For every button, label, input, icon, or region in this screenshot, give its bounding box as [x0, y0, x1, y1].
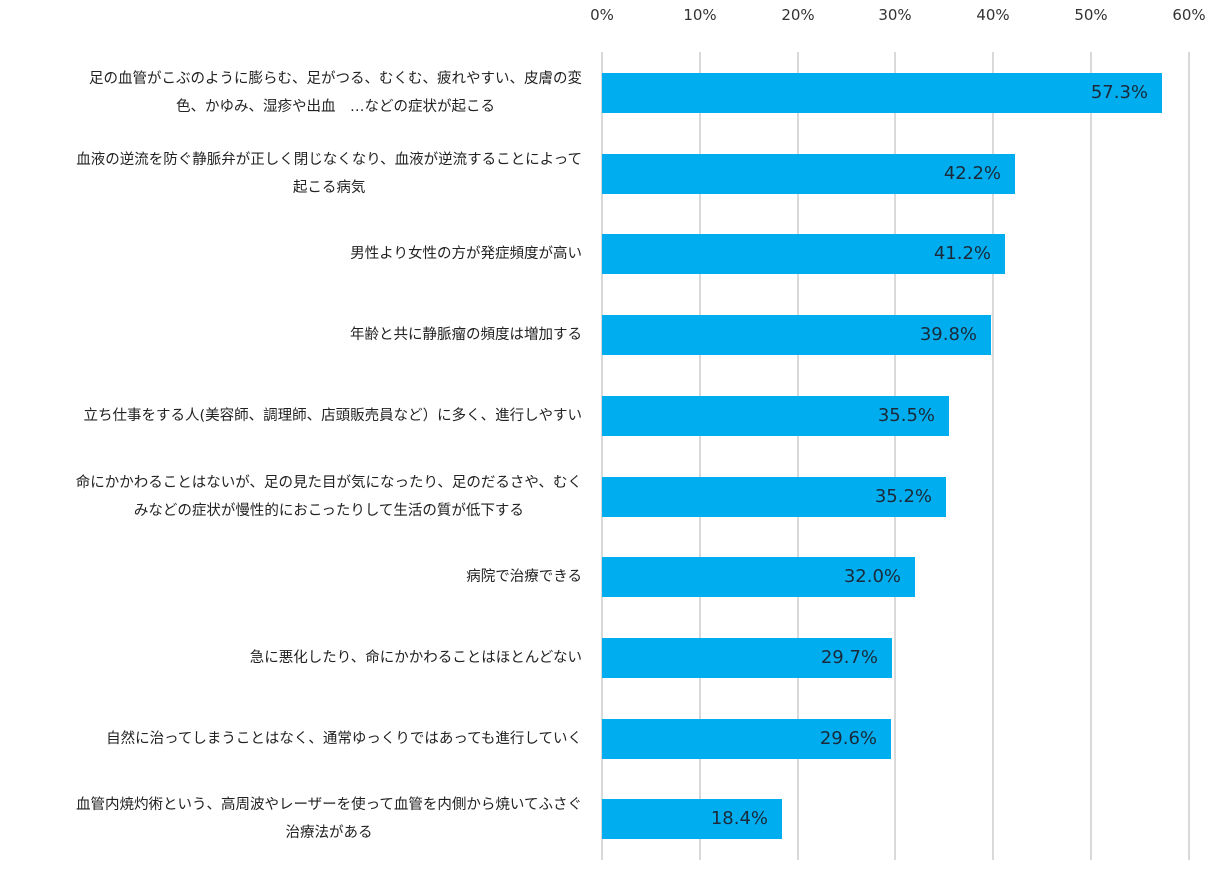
bar-value-label: 57.3% — [1090, 82, 1148, 103]
category-label-line: 病院で治療できる — [466, 569, 582, 586]
bar-value-label: 18.4% — [710, 808, 768, 830]
category-label: 急に悪化したり、命にかかわることはほとんどない — [2, 618, 582, 698]
category-label: 年齢と共に静脈瘤の頻度は増加する — [2, 295, 582, 375]
bar-row: 命にかかわることはないが、足の見た目が気になったり、足のだるさや、むく みなどの… — [0, 457, 1222, 537]
bar: 57.3% — [602, 73, 1162, 113]
category-label-line: 男性より女性の方が発症頻度が高い — [350, 246, 582, 263]
gridline — [699, 52, 701, 860]
gridline — [1188, 52, 1190, 860]
x-tick-label: 50% — [1074, 6, 1108, 24]
bar: 29.6% — [602, 718, 891, 759]
bar-row: 自然に治ってしまうことはなく、通常ゆっくりではあっても進行していく 29.6% — [0, 699, 1222, 779]
bar: 35.2% — [602, 476, 946, 517]
bar: 18.4% — [602, 799, 782, 840]
bar-value-label: 32.0% — [843, 566, 901, 588]
gridline — [601, 52, 603, 860]
bar-value-label: 42.2% — [943, 162, 1001, 184]
bar-row: 急に悪化したり、命にかかわることはほとんどない 29.7% — [0, 618, 1222, 698]
category-label: 命にかかわることはないが、足の見た目が気になったり、足のだるさや、むく みなどの… — [2, 457, 582, 537]
category-label-line: 色、かゆみ、湿疹や出血 …などの症状が起こる — [176, 99, 495, 115]
bar: 29.7% — [602, 637, 892, 678]
category-label-line: 起こる病気 — [292, 179, 366, 196]
bar-value-label: 35.2% — [874, 485, 932, 507]
x-tick-label: 20% — [781, 6, 815, 24]
category-label-line: 年齢と共に静脈瘤の頻度は増加する — [350, 327, 582, 344]
x-tick-label: 60% — [1172, 6, 1206, 24]
category-label-line: 立ち仕事をする人(美容師、調理師、店頭販売員など）に多く、進行しやすい — [83, 407, 582, 424]
bar: 35.5% — [602, 395, 949, 436]
category-label-line: 命にかかわることはないが、足の見た目が気になったり、足のだるさや、むく — [75, 474, 582, 491]
bar-value-label: 29.7% — [820, 646, 878, 668]
x-tick-label: 40% — [976, 6, 1010, 24]
category-label-line: 急に悪化したり、命にかかわることはほとんどない — [249, 649, 582, 666]
bar: 42.2% — [602, 153, 1015, 194]
x-tick-label: 30% — [878, 6, 912, 24]
gridline — [797, 52, 799, 860]
category-label-line: 自然に治ってしまうことはなく、通常ゆっくりではあっても進行していく — [106, 730, 582, 747]
bar-row: 男性より女性の方が発症頻度が高い 41.2% — [0, 214, 1222, 294]
category-label: 血管内焼灼術という、高周波やレーザーを使って血管を内側から焼いてふさぐ 治療法が… — [2, 779, 582, 859]
bar-row: 年齢と共に静脈瘤の頻度は増加する 39.8% — [0, 295, 1222, 375]
bar-row: 足の血管がこぶのように膨らむ、足がつる、むくむ、疲れやすい、皮膚の変 色、かゆみ… — [0, 53, 1222, 133]
category-label-line: 血液の逆流を防ぐ静脈弁が正しく閉じなくなり、血液が逆流することによって — [76, 151, 582, 168]
bar-row: 立ち仕事をする人(美容師、調理師、店頭販売員など）に多く、進行しやすい 35.5… — [0, 376, 1222, 456]
category-label-line: 血管内焼灼術という、高周波やレーザーを使って血管を内側から焼いてふさぐ — [75, 797, 582, 814]
bar-value-label: 29.6% — [819, 727, 877, 749]
category-label-line: 足の血管がこぶのように膨らむ、足がつる、むくむ、疲れやすい、皮膚の変 — [89, 71, 582, 87]
category-label: 自然に治ってしまうことはなく、通常ゆっくりではあっても進行していく — [2, 699, 582, 779]
category-label-line: みなどの症状が慢性的におこったりして生活の質が低下する — [133, 502, 524, 519]
x-tick-label: 10% — [683, 6, 717, 24]
bar-row: 血管内焼灼術という、高周波やレーザーを使って血管を内側から焼いてふさぐ 治療法が… — [0, 779, 1222, 859]
bar-row: 病院で治療できる 32.0% — [0, 537, 1222, 617]
x-tick-label: 0% — [590, 6, 614, 24]
category-label: 男性より女性の方が発症頻度が高い — [2, 214, 582, 294]
category-label: 血液の逆流を防ぐ静脈弁が正しく閉じなくなり、血液が逆流することによって 起こる病… — [2, 134, 582, 214]
category-label: 立ち仕事をする人(美容師、調理師、店頭販売員など）に多く、進行しやすい — [2, 376, 582, 456]
bar: 32.0% — [602, 557, 915, 598]
category-label-line: 治療法がある — [285, 825, 373, 842]
category-label: 病院で治療できる — [2, 537, 582, 617]
bar: 39.8% — [602, 315, 991, 356]
bar: 41.2% — [602, 234, 1005, 275]
gridline — [1090, 52, 1092, 860]
category-label: 足の血管がこぶのように膨らむ、足がつる、むくむ、疲れやすい、皮膚の変 色、かゆみ… — [2, 53, 582, 133]
bar-row: 血液の逆流を防ぐ静脈弁が正しく閉じなくなり、血液が逆流することによって 起こる病… — [0, 134, 1222, 214]
bar-value-label: 35.5% — [877, 404, 935, 426]
gridline — [894, 52, 896, 860]
bar-value-label: 41.2% — [933, 243, 991, 265]
gridline — [992, 52, 994, 860]
bar-value-label: 39.8% — [919, 324, 977, 346]
